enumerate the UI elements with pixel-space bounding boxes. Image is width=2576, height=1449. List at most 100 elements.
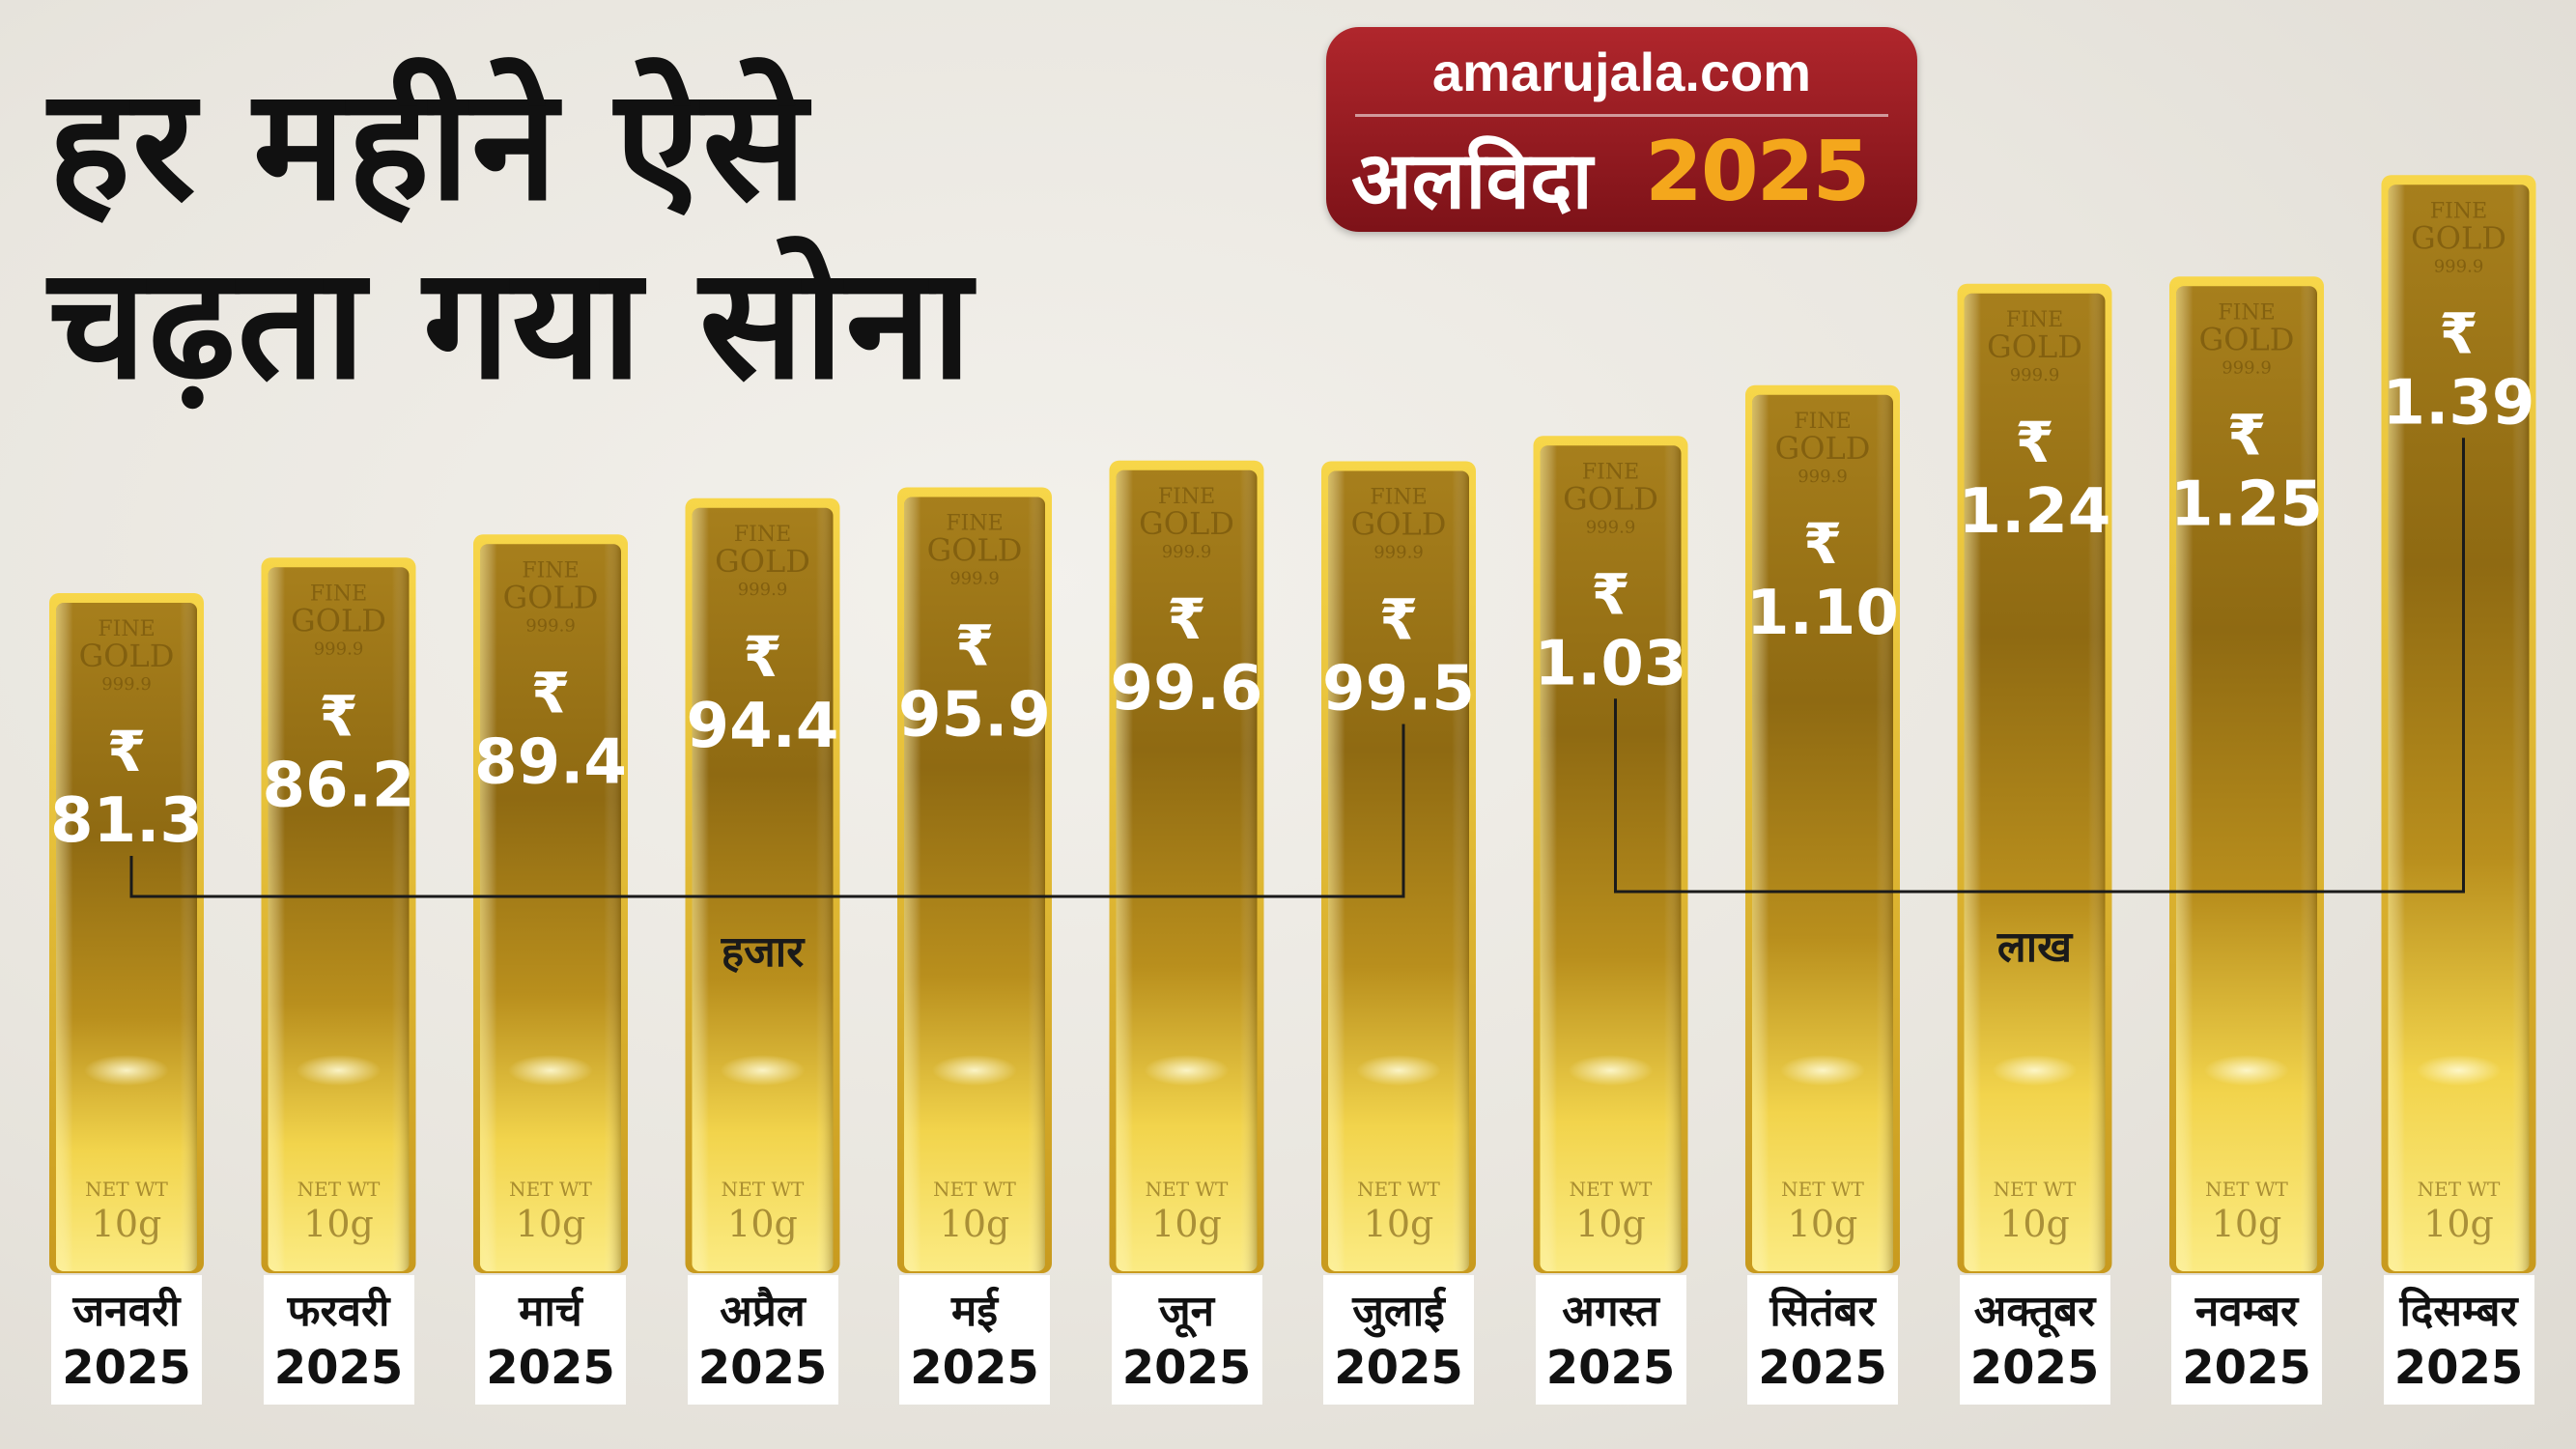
bar-fine-text: FINE — [310, 582, 367, 606]
bar-value-label: 1.25 — [2170, 469, 2323, 540]
bar-gold-text: GOLD — [1563, 480, 1658, 517]
bar-weight-text: 10g — [727, 1203, 798, 1245]
bar-gold-text: GOLD — [1987, 328, 2082, 365]
rupee-icon: ₹ — [1591, 561, 1629, 627]
rupee-icon: ₹ — [2227, 402, 2266, 468]
rupee-icon: ₹ — [1803, 511, 1842, 577]
month-year: 2025 — [62, 1341, 191, 1395]
bar-purity-text: 999.9 — [949, 569, 1000, 589]
bar-gold-text: GOLD — [2199, 321, 2295, 357]
logo-brand-text: amarujala.com — [1431, 42, 1812, 102]
month-name: अगस्त — [1562, 1287, 1659, 1336]
month-label: जनवरी 2025 — [51, 1275, 202, 1405]
month-label: फरवरी 2025 — [263, 1275, 414, 1405]
month-year: 2025 — [2393, 1341, 2524, 1395]
month-year: 2025 — [1969, 1341, 2100, 1395]
month-year: 2025 — [2182, 1341, 2311, 1395]
bar-weight-text: 10g — [1575, 1203, 1646, 1245]
logo-word: अलविदा — [1351, 135, 1593, 227]
bar-value-label: 94.4 — [687, 691, 839, 762]
month-year: 2025 — [1334, 1341, 1463, 1395]
bar-value-label: 1.24 — [1959, 476, 2111, 548]
group-unit-label: लाख — [1996, 923, 2073, 972]
bar-purity-text: 999.9 — [1162, 542, 1212, 562]
bar-value-label: 89.4 — [474, 726, 627, 798]
rupee-icon: ₹ — [2015, 410, 2053, 475]
month-label: अप्रैल 2025 — [687, 1275, 838, 1405]
bar-value-label: 99.5 — [1322, 654, 1475, 725]
month-label: जुलाई 2025 — [1323, 1275, 1474, 1405]
bar-purity-text: 999.9 — [1586, 517, 1636, 537]
rupee-icon: ₹ — [743, 624, 781, 690]
bar-weight-text: 10g — [303, 1203, 374, 1245]
bar-purity-text: 999.9 — [1373, 543, 1424, 563]
month-name: मार्च — [519, 1287, 582, 1336]
month-label: मई 2025 — [899, 1275, 1050, 1405]
rupee-icon: ₹ — [1167, 586, 1205, 652]
brand-logo: amarujala.com अलविदा 2025 — [1326, 27, 1917, 232]
month-year: 2025 — [697, 1341, 828, 1395]
bar-value-label: 1.10 — [1746, 578, 1899, 649]
month-name: अक्तूबर — [1973, 1287, 2096, 1336]
bar-gold-text: GOLD — [2411, 219, 2506, 256]
bar-fine-text: FINE — [2218, 300, 2275, 325]
rupee-icon: ₹ — [319, 683, 357, 749]
month-year: 2025 — [1758, 1341, 1887, 1395]
month-label: दिसम्बर 2025 — [2383, 1275, 2534, 1405]
bar-purity-text: 999.9 — [525, 615, 576, 636]
month-name: जुलाई — [1352, 1287, 1445, 1336]
month-name: दिसम्बर — [2399, 1287, 2518, 1336]
bar-purity-text: 999.9 — [738, 580, 788, 600]
bar-weight-text: 10g — [1364, 1203, 1434, 1245]
bar-purity-text: 999.9 — [314, 639, 364, 659]
bar-gold-text: GOLD — [715, 543, 810, 580]
bar-value-label: 86.2 — [263, 750, 415, 821]
bar-weight-text: 10g — [2212, 1203, 2282, 1245]
month-name: जून — [1158, 1287, 1215, 1336]
month-name: मई — [951, 1287, 998, 1336]
bar-gold-text: GOLD — [291, 602, 386, 639]
bar-value-label: 1.39 — [2383, 367, 2535, 439]
bar-purity-text: 999.9 — [1798, 467, 1848, 487]
month-year: 2025 — [910, 1341, 1039, 1395]
month-label: अक्तूबर 2025 — [1959, 1275, 2110, 1405]
bar-fine-text: FINE — [2006, 308, 2063, 332]
month-year: 2025 — [1545, 1341, 1676, 1395]
bar-net-wt-text: NET WT — [297, 1178, 381, 1201]
bar-purity-text: 999.9 — [2222, 357, 2272, 378]
bar-value-label: 1.03 — [1535, 628, 1687, 699]
bar-gold-text: GOLD — [927, 532, 1023, 569]
bar-value-label: 99.6 — [1111, 653, 1263, 724]
rupee-icon: ₹ — [531, 660, 570, 725]
bar-purity-text: 999.9 — [2434, 256, 2484, 276]
bar-weight-text: 10g — [516, 1203, 586, 1245]
bar-net-wt-text: NET WT — [2205, 1178, 2288, 1201]
month-name: जनवरी — [72, 1287, 181, 1336]
bar-fine-text: FINE — [1370, 486, 1427, 510]
rupee-icon: ₹ — [1379, 587, 1418, 653]
month-label: अगस्त 2025 — [1535, 1275, 1686, 1405]
group-unit-label: हजार — [721, 927, 805, 977]
rupee-icon: ₹ — [107, 719, 146, 784]
rupee-icon: ₹ — [2439, 300, 2477, 366]
month-label: मार्च 2025 — [475, 1275, 626, 1405]
month-label: सितंबर 2025 — [1747, 1275, 1898, 1405]
logo-divider — [1355, 114, 1888, 117]
month-label: जून 2025 — [1111, 1275, 1262, 1405]
bar-purity-text: 999.9 — [101, 674, 152, 695]
bar-weight-text: 10g — [2423, 1203, 2494, 1245]
bar-net-wt-text: NET WT — [1146, 1178, 1229, 1201]
bar-gold-text: GOLD — [503, 579, 599, 615]
group-bracket — [129, 724, 1405, 898]
bar-fine-text: FINE — [734, 523, 791, 547]
bar-weight-text: 10g — [1788, 1203, 1858, 1245]
page-title-line-2: चढ़ता गया सोना — [48, 233, 974, 413]
